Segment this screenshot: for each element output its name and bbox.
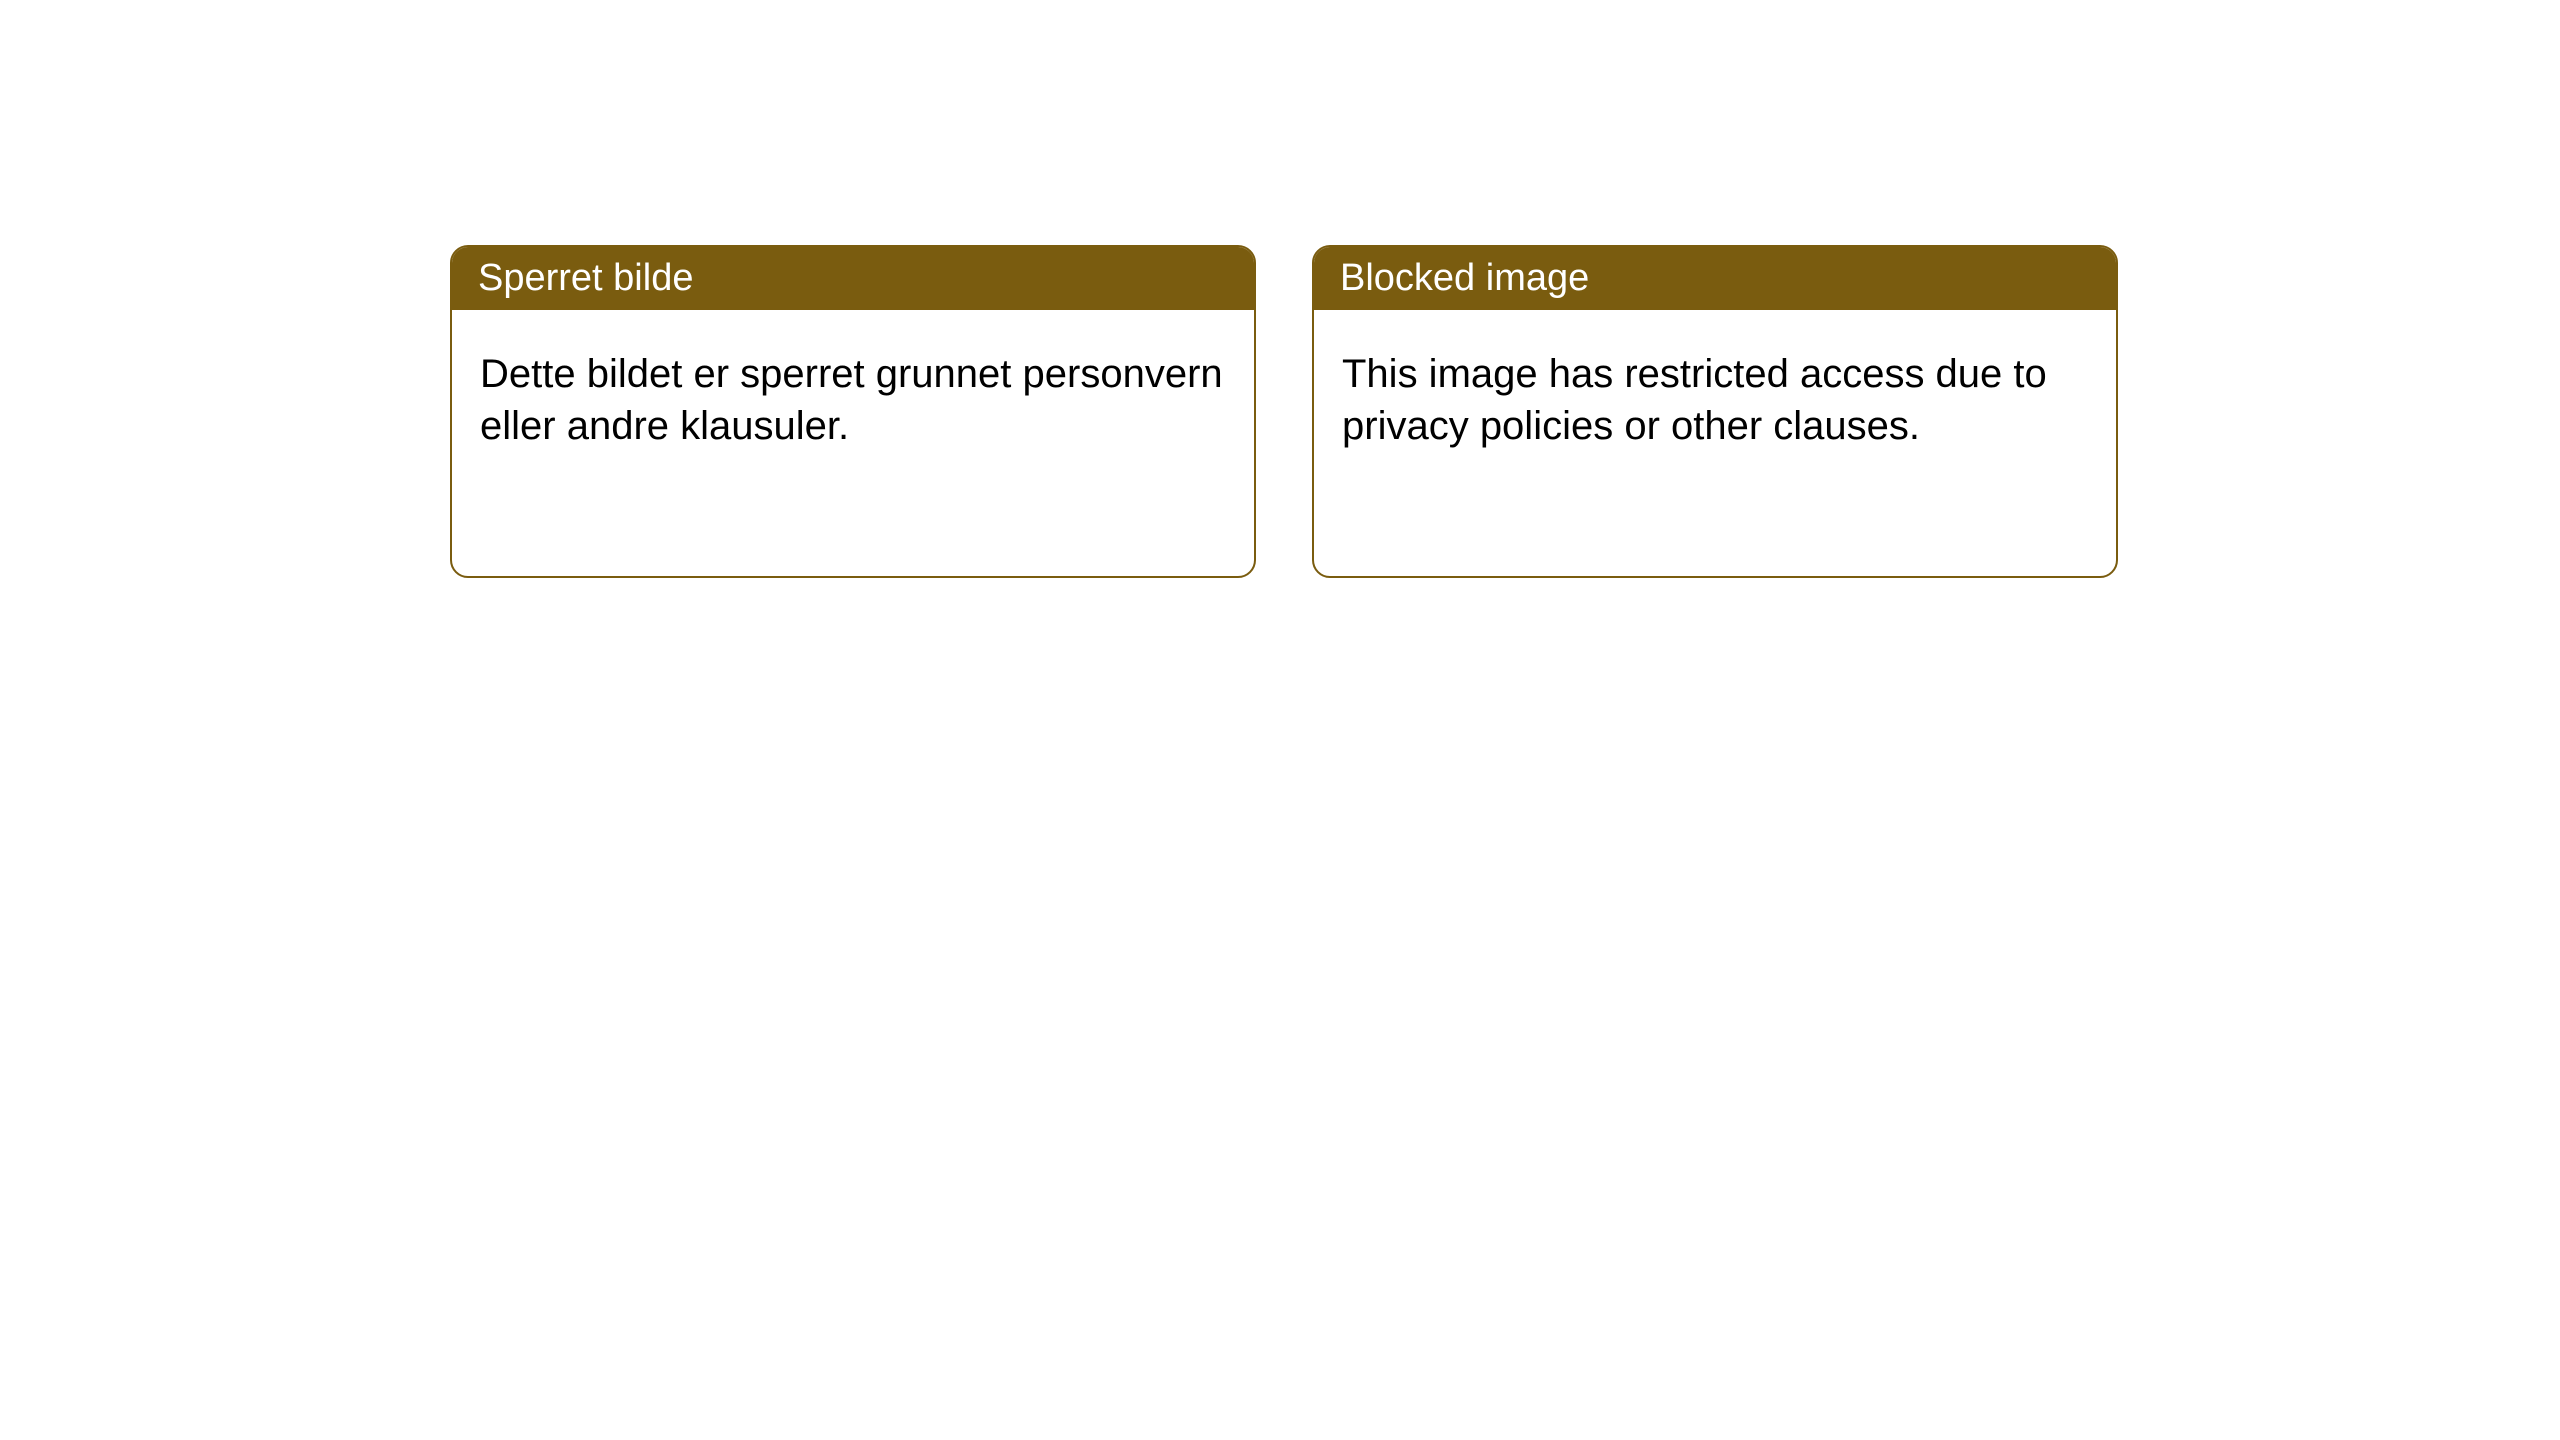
notice-card-norwegian: Sperret bilde Dette bildet er sperret gr…	[450, 245, 1256, 578]
notice-card-body-norwegian: Dette bildet er sperret grunnet personve…	[452, 310, 1254, 490]
notice-card-header-norwegian: Sperret bilde	[452, 247, 1254, 310]
notice-card-body-english: This image has restricted access due to …	[1314, 310, 2116, 490]
notice-card-header-english: Blocked image	[1314, 247, 2116, 310]
notice-cards-container: Sperret bilde Dette bildet er sperret gr…	[450, 245, 2118, 578]
notice-card-english: Blocked image This image has restricted …	[1312, 245, 2118, 578]
